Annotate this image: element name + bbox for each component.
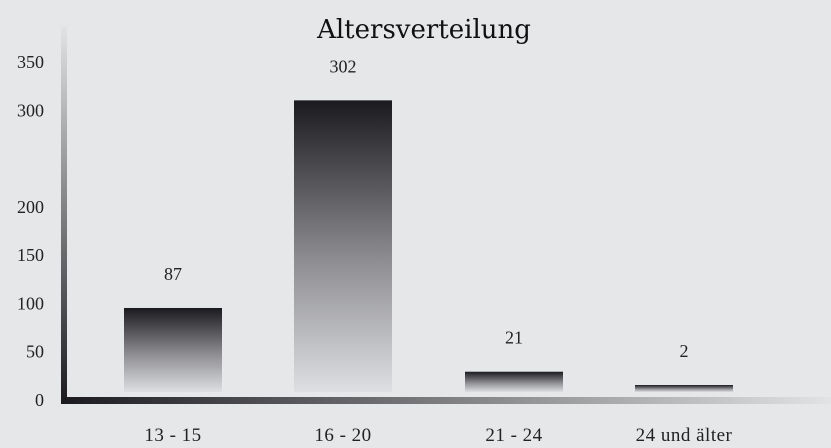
x-category-label: 16 - 20 [314,425,371,446]
bar [124,307,222,392]
y-tick-label: 50 [26,342,44,362]
data-label: 2 [680,341,689,361]
x-category-label: 21 - 24 [485,425,542,446]
bars [124,100,733,393]
data-label: 21 [505,328,523,348]
y-tick-label: 300 [17,100,44,120]
y-tick-label: 100 [17,293,44,313]
bar [294,100,392,393]
y-tick-label: 150 [17,245,44,265]
x-category-label: 13 - 15 [144,425,201,446]
bar [635,385,733,392]
data-labels: 87 302 21 2 [164,56,689,361]
data-label: 87 [164,264,182,284]
bar [465,371,563,392]
y-tick-label: 200 [17,197,44,217]
y-tick-label: 350 [17,52,44,72]
chart-title: Altersverteilung [316,15,531,45]
x-category-label: 24 und älter [636,425,733,446]
y-axis-line [61,26,67,404]
y-tick-label: 0 [35,390,44,410]
x-axis-line [61,397,831,404]
y-axis-tick-labels: 0 50 100 150 200 300 350 [17,52,44,410]
data-label: 302 [330,56,357,76]
x-axis-category-labels: 13 - 15 16 - 20 21 - 24 24 und älter [144,425,732,446]
